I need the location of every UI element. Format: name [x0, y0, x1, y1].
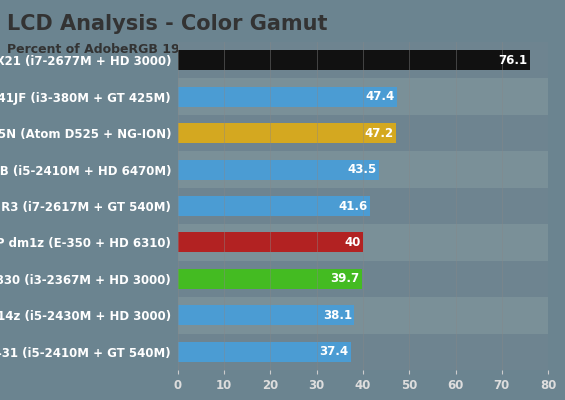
- Bar: [178, 188, 548, 224]
- Text: 76.1: 76.1: [498, 54, 528, 67]
- Text: 47.4: 47.4: [366, 90, 395, 103]
- Bar: [178, 50, 530, 70]
- Bar: [178, 297, 548, 334]
- Bar: [178, 334, 548, 370]
- Bar: [178, 115, 548, 151]
- Bar: [178, 269, 362, 289]
- Bar: [178, 196, 371, 216]
- Bar: [178, 261, 548, 297]
- Text: LCD Analysis - Color Gamut: LCD Analysis - Color Gamut: [7, 14, 328, 34]
- Text: 47.2: 47.2: [365, 127, 394, 140]
- Bar: [178, 151, 548, 188]
- Text: 37.4: 37.4: [320, 345, 349, 358]
- Bar: [178, 224, 548, 261]
- Bar: [178, 123, 396, 143]
- Bar: [178, 87, 397, 107]
- Bar: [178, 78, 548, 115]
- Text: 39.7: 39.7: [330, 272, 359, 285]
- Bar: [178, 160, 379, 180]
- Bar: [178, 305, 354, 325]
- Bar: [178, 232, 363, 252]
- Bar: [178, 42, 548, 78]
- Text: 43.5: 43.5: [347, 163, 377, 176]
- Text: 40: 40: [344, 236, 360, 249]
- Text: 41.6: 41.6: [339, 200, 368, 212]
- Bar: [178, 342, 351, 362]
- Text: 38.1: 38.1: [323, 309, 352, 322]
- Text: Percent of AdobeRGB 1998 (Higher is Usually Better): Percent of AdobeRGB 1998 (Higher is Usua…: [7, 43, 380, 56]
